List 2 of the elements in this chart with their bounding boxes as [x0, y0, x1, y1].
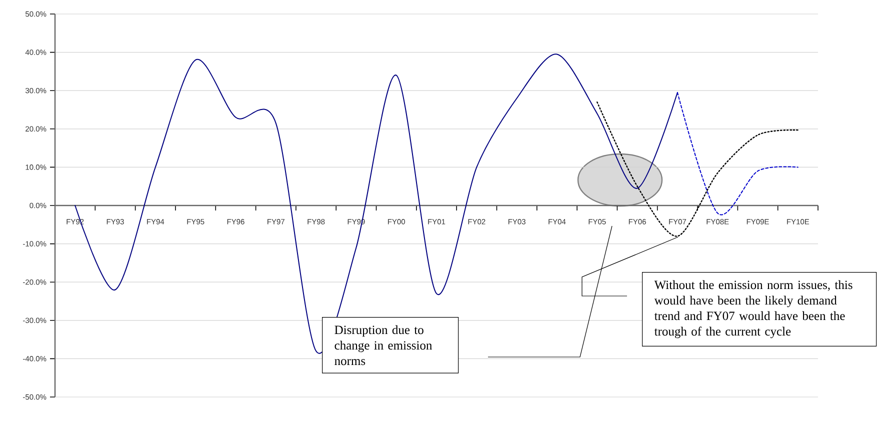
annotation: Disruption due to change in emission norms [334, 325, 432, 366]
annotation: Without the emission norm issues, this would have been the likely demand trend and FY07 would have been the trough of the current cycle [654, 280, 852, 338]
